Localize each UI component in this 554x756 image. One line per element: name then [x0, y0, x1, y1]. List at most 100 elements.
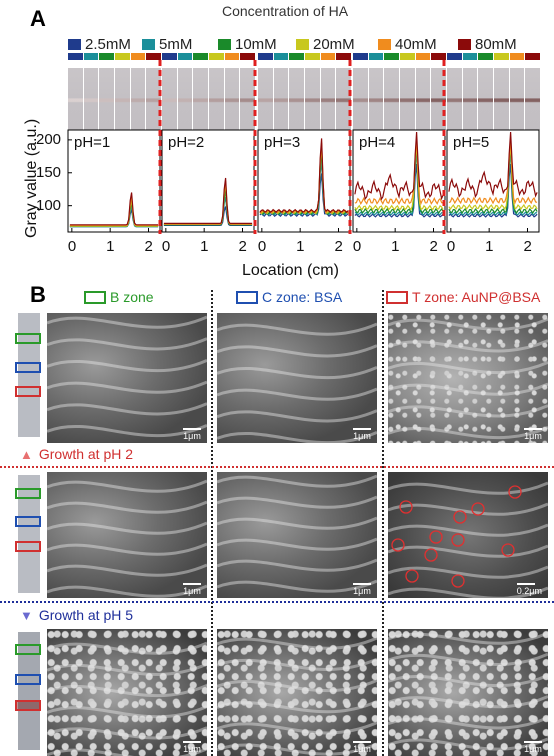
strip-color-bar	[336, 53, 351, 60]
series-line	[354, 131, 444, 201]
sem-ridge	[388, 523, 548, 537]
legend-swatch	[378, 39, 391, 50]
x-tick-label: 1	[200, 238, 209, 255]
strip-color-bar	[240, 53, 255, 60]
separator-blue	[0, 601, 554, 603]
strip-color-bar	[384, 53, 399, 60]
test-strip	[130, 68, 146, 130]
sem-ridge	[47, 683, 207, 698]
scale-bar: 1μm	[183, 428, 201, 441]
sem-ridge	[217, 700, 377, 714]
x-tick-label: 2	[523, 238, 532, 255]
sem-texture	[388, 317, 548, 440]
x-tick-label: 0	[257, 238, 267, 255]
sem-ridge	[388, 631, 548, 645]
legend-swatch	[458, 39, 471, 50]
panel-b-letter: B	[30, 282, 46, 307]
sem-image: 1μm	[388, 629, 548, 756]
nanoparticle-circle	[429, 530, 443, 544]
t-zone-marker	[15, 541, 41, 552]
sem-image: 1μm	[217, 629, 377, 756]
sem-ridge	[47, 705, 207, 719]
strip-color-bar	[193, 53, 208, 60]
sem-ridge	[388, 339, 548, 353]
nanoparticle-circle	[391, 538, 405, 552]
legend-title: Concentration of HA	[222, 3, 349, 19]
test-strip	[240, 68, 255, 130]
scale-bar-line	[524, 741, 542, 743]
scale-bar-label: 1μm	[353, 744, 371, 754]
scale-bar-label: 1μm	[183, 586, 201, 596]
c-zone-label: C zone: BSA	[236, 289, 342, 305]
x-tick-label: 1	[485, 238, 494, 255]
legend-item: 40mM	[378, 36, 437, 53]
x-tick-label: 0	[67, 238, 77, 255]
sem-ridge	[217, 721, 377, 735]
series-line	[259, 138, 349, 214]
sem-ridge	[217, 430, 377, 443]
strip-color-bar	[353, 53, 368, 60]
nanoparticle-circle	[471, 502, 485, 516]
sem-image: 1μm	[217, 472, 377, 598]
scale-bar: 1μm	[524, 741, 542, 754]
separator-red	[0, 466, 554, 468]
test-strip	[368, 68, 384, 130]
sem-texture	[217, 636, 377, 756]
growth-ph2-text: Growth at pH 2	[38, 446, 134, 462]
test-strip	[336, 68, 351, 130]
series-line	[448, 139, 538, 205]
ph-label: pH=2	[168, 134, 205, 151]
sem-ridge	[47, 380, 207, 394]
sem-ridge	[388, 425, 548, 440]
panel-a-letter: A	[30, 6, 46, 31]
sem-ridge	[47, 315, 207, 329]
sem-ridge	[47, 479, 207, 493]
sem-ridge	[388, 586, 548, 598]
strip-color-bar	[509, 53, 525, 60]
sem-ridge	[388, 544, 548, 558]
sem-ridge	[217, 344, 377, 358]
strip-color-bar	[400, 53, 415, 60]
sem-texture	[388, 631, 548, 751]
scale-bar-line	[353, 583, 371, 585]
sem-ridge	[47, 563, 207, 577]
legend-swatch	[68, 39, 81, 50]
sem-ridge	[217, 537, 377, 551]
c-zone-box-icon	[236, 290, 258, 304]
c-zone-marker	[15, 516, 41, 527]
test-strip	[146, 68, 161, 130]
scale-bar-label: 1μm	[353, 431, 371, 441]
scale-bar-label: 1μm	[353, 586, 371, 596]
sem-ridge	[217, 579, 377, 593]
t-zone-marker	[15, 386, 41, 397]
strip-color-bar	[130, 53, 146, 60]
b-zone-label: B zone	[84, 289, 154, 305]
test-strip	[258, 68, 273, 130]
side-strip-row2	[15, 475, 41, 593]
t-zone-label: T zone: AuNP@BSA	[386, 289, 540, 305]
series-line	[69, 209, 159, 228]
series-line	[163, 181, 253, 225]
sem-texture	[47, 479, 207, 598]
scale-bar-label: 1μm	[183, 431, 201, 441]
sem-ridge	[217, 322, 377, 336]
x-tick-label: 0	[161, 238, 171, 255]
legend-item: 20mM	[296, 36, 355, 53]
strip-color-bar	[447, 53, 462, 60]
strip-color-bar	[115, 53, 130, 60]
ph-label: pH=5	[453, 134, 490, 151]
nanoparticle-circle	[508, 485, 522, 499]
strip-color-bar	[525, 53, 540, 60]
y-tick-label: 200	[36, 130, 62, 148]
sem-ridge	[388, 360, 548, 375]
sem-ridge	[388, 382, 548, 396]
nanoparticle-circle	[453, 510, 467, 524]
sem-ridge	[388, 565, 548, 579]
series-line	[354, 144, 444, 211]
series-line	[163, 177, 253, 224]
legend-item: 80mM	[458, 36, 517, 53]
sem-ridge	[217, 365, 377, 380]
series-line	[163, 206, 253, 226]
sem-texture	[47, 641, 207, 756]
series-line	[259, 142, 349, 214]
